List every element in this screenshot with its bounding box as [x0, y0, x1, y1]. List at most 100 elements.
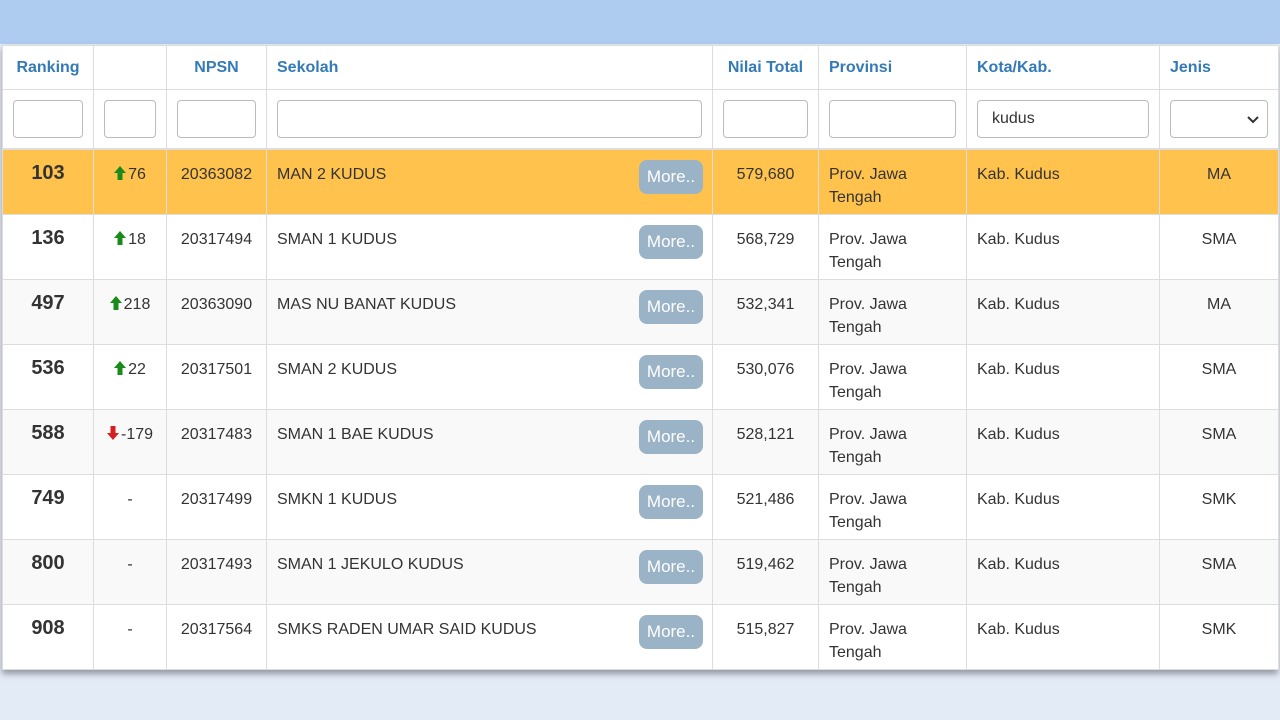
- kota: Kab. Kudus: [966, 408, 1160, 475]
- header-row: Ranking NPSN Sekolah Nilai Total Provinsi Kot…: [2, 45, 1279, 90]
- kota: Kab. Kudus: [966, 538, 1160, 605]
- trend-arrow-up: [114, 360, 127, 375]
- school-cell: MAN 2 KUDUS More..: [266, 148, 713, 215]
- filter-input[interactable]: [104, 100, 156, 138]
- jenis: SMA: [1159, 538, 1279, 605]
- change-value: -: [127, 555, 133, 573]
- nilai-total: 521,486: [712, 473, 819, 540]
- column-header[interactable]: Kota/Kab.: [966, 45, 1160, 90]
- npsn: 20317494: [166, 213, 267, 280]
- provinsi: Prov. Jawa Tengah: [818, 148, 967, 215]
- column-header[interactable]: Provinsi: [818, 45, 967, 90]
- change: 218: [93, 278, 167, 345]
- school-name: MAS NU BANAT KUDUS: [277, 295, 456, 313]
- more-button[interactable]: More..: [639, 354, 703, 389]
- chevron: [1247, 116, 1259, 124]
- filter-input[interactable]: kudus: [977, 100, 1149, 138]
- filter-input[interactable]: [723, 100, 808, 138]
- change: 18: [93, 213, 167, 280]
- jenis: MA: [1159, 278, 1279, 345]
- jenis: SMA: [1159, 213, 1279, 280]
- more-button[interactable]: More..: [639, 614, 703, 649]
- ranking: 588: [2, 408, 94, 475]
- nilai-total: 568,729: [712, 213, 819, 280]
- ranking-table: Ranking NPSN Sekolah Nilai Total Provinsi Kot…: [2, 45, 1279, 670]
- filter-input[interactable]: [13, 100, 83, 138]
- more-button[interactable]: More..: [639, 484, 703, 519]
- ranking: 800: [2, 538, 94, 605]
- school-cell: SMKN 1 KUDUS More..: [266, 473, 713, 540]
- ranking: 908: [2, 603, 94, 670]
- change: -: [93, 603, 167, 670]
- column-header[interactable]: Ranking: [2, 45, 94, 90]
- change-value: -: [127, 490, 133, 508]
- more-button[interactable]: More..: [639, 289, 703, 324]
- nilai-total: 532,341: [712, 278, 819, 345]
- more-button[interactable]: More..: [639, 224, 703, 259]
- school-name: SMKS RADEN UMAR SAID KUDUS: [277, 620, 537, 638]
- column-header[interactable]: NPSN: [166, 45, 267, 90]
- column-header[interactable]: [93, 45, 167, 90]
- kota: Kab. Kudus: [966, 148, 1160, 215]
- trend-arrow-up: [109, 295, 122, 310]
- school-cell: SMAN 1 JEKULO KUDUS More..: [266, 538, 713, 605]
- filter-cell: [166, 89, 267, 150]
- filter-cell: [818, 89, 967, 150]
- more-button[interactable]: More..: [639, 160, 703, 194]
- school-cell: SMAN 2 KUDUS More..: [266, 343, 713, 410]
- trend-arrow-up: [114, 230, 127, 245]
- filter-select[interactable]: [1170, 100, 1268, 138]
- column-header[interactable]: Sekolah: [266, 45, 713, 90]
- provinsi: Prov. Jawa Tengah: [818, 473, 967, 540]
- nilai-total: 519,462: [712, 538, 819, 605]
- school-cell: SMAN 1 KUDUS More..: [266, 213, 713, 280]
- table-row: 536 22 20317501 SMAN 2 KUDUS More.. 530,076 Pr…: [2, 343, 1279, 410]
- nilai-total: 579,680: [712, 148, 819, 215]
- school-name: SMKN 1 KUDUS: [277, 490, 398, 508]
- kota: Kab. Kudus: [966, 473, 1160, 540]
- table: Ranking NPSN Sekolah Nilai Total Provinsi Kot…: [2, 45, 1279, 670]
- provinsi: Prov. Jawa Tengah: [818, 213, 967, 280]
- ranking: 497: [2, 278, 94, 345]
- filter-input[interactable]: [829, 100, 956, 138]
- filter-cell: [1159, 89, 1279, 150]
- table-row: 136 18 20317494 SMAN 1 KUDUS More.. 568,729 Pr…: [2, 213, 1279, 280]
- provinsi: Prov. Jawa Tengah: [818, 278, 967, 345]
- school-name: SMAN 1 BAE KUDUS: [277, 425, 434, 443]
- school-cell: SMAN 1 BAE KUDUS More..: [266, 408, 713, 475]
- column-header[interactable]: Jenis: [1159, 45, 1279, 90]
- filter-cell: [712, 89, 819, 150]
- kota: Kab. Kudus: [966, 213, 1160, 280]
- change-value: 18: [128, 230, 146, 248]
- table-row: 588 -179 20317483 SMAN 1 BAE KUDUS More.. 528…: [2, 408, 1279, 475]
- dropdown-arrow: [1247, 116, 1259, 124]
- npsn: 20363090: [166, 278, 267, 345]
- filter-input[interactable]: [177, 100, 256, 138]
- npsn: 20317501: [166, 343, 267, 410]
- filter-row: kudus: [2, 89, 1279, 150]
- column-header[interactable]: Nilai Total: [712, 45, 819, 90]
- jenis: SMA: [1159, 343, 1279, 410]
- filter-cell: [266, 89, 713, 150]
- school-name: SMAN 1 JEKULO KUDUS: [277, 555, 464, 573]
- filter-input[interactable]: [277, 100, 702, 138]
- change: 22: [93, 343, 167, 410]
- table-row: 497 218 20363090 MAS NU BANAT KUDUS More.. 53…: [2, 278, 1279, 345]
- npsn: 20363082: [166, 148, 267, 215]
- table-row: 908 - 20317564 SMKS RADEN UMAR SAID KUDUS Mo…: [2, 603, 1279, 670]
- filter-cell: kudus: [966, 89, 1160, 150]
- more-button[interactable]: More..: [639, 419, 703, 454]
- ranking: 136: [2, 213, 94, 280]
- arrow: [114, 230, 127, 245]
- change-value: 22: [128, 360, 146, 378]
- kota: Kab. Kudus: [966, 278, 1160, 345]
- table-row: 800 - 20317493 SMAN 1 JEKULO KUDUS More.. 519…: [2, 538, 1279, 605]
- school-name: SMAN 2 KUDUS: [277, 360, 398, 378]
- filter-cell: [93, 89, 167, 150]
- kota: Kab. Kudus: [966, 343, 1160, 410]
- npsn: 20317483: [166, 408, 267, 475]
- more-button[interactable]: More..: [639, 549, 703, 584]
- jenis: SMA: [1159, 408, 1279, 475]
- school-cell: MAS NU BANAT KUDUS More..: [266, 278, 713, 345]
- table-row: 749 - 20317499 SMKN 1 KUDUS More.. 521,486 Pro…: [2, 473, 1279, 540]
